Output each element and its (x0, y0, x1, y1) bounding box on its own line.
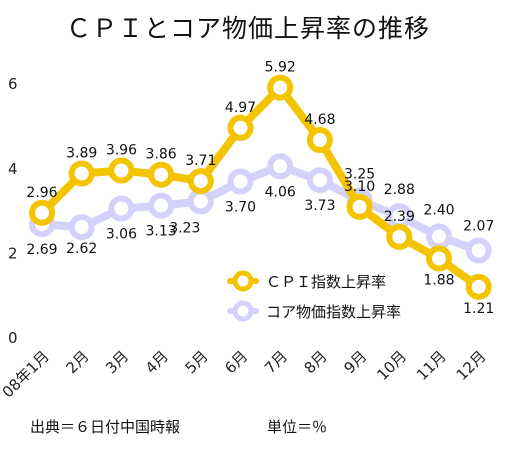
cpi-point (108, 157, 135, 184)
legend-label: ＣＰＩ指数上昇率 (266, 273, 386, 291)
y-axis: 0 2 4 6 (8, 75, 18, 347)
cpi-point (187, 168, 214, 195)
y-tick-label: 4 (8, 160, 18, 178)
x-tick-label: 08年1月 (0, 347, 53, 401)
x-tick-label: 3月 (102, 347, 132, 377)
x-tick-label: 8月 (301, 347, 331, 377)
core-point (465, 237, 492, 264)
x-tick-label: 6月 (221, 347, 251, 377)
series-layer: 2.96 3.89 3.96 3.86 3.71 4.97 5.92 4.68 3.10 2.39… (26, 60, 494, 317)
core-point (108, 195, 135, 222)
y-tick-label: 2 (8, 244, 18, 262)
cpi-point (227, 114, 254, 141)
x-axis: 08年1月 2月 3月 4月 5月 6月 7月 8月 9月 10月 11月 12月 (0, 347, 490, 401)
cpi-point (148, 161, 175, 188)
cpi-data-label: 4.97 (225, 100, 256, 116)
core-point (68, 214, 95, 241)
cpi-data-label: 3.86 (146, 147, 177, 163)
core-point (306, 167, 333, 194)
x-tick-label: 9月 (340, 347, 370, 377)
core-data-label: 2.62 (66, 241, 97, 257)
legend-marker (232, 300, 254, 322)
core-data-label: 2.07 (463, 218, 494, 234)
x-tick-label: 12月 (453, 347, 490, 384)
cpi-data-label: 2.39 (384, 209, 415, 225)
cpi-point (465, 273, 492, 300)
core-data-label: 3.06 (106, 227, 137, 243)
core-data-label: 3.70 (225, 199, 256, 215)
cpi-data-label: 1.88 (423, 272, 454, 288)
x-tick-label: 4月 (142, 347, 172, 377)
core-data-label: 2.40 (423, 202, 454, 218)
core-data-label: 3.13 (146, 224, 177, 240)
core-point (148, 192, 175, 219)
footer: 出典＝６日付中国時報 単位＝％ (30, 418, 327, 436)
cpi-point (386, 223, 413, 250)
x-tick-label: 10月 (373, 347, 410, 384)
core-data-label: 3.23 (169, 220, 200, 236)
cpi-point (306, 127, 333, 154)
y-tick-label: 0 (8, 329, 18, 347)
x-tick-label: 7月 (261, 347, 291, 377)
y-tick-label: 6 (8, 75, 18, 93)
cpi-data-label: 3.89 (66, 145, 97, 161)
legend-label: コア物価指数上昇率 (266, 303, 401, 321)
core-point (187, 188, 214, 215)
core-data-label: 3.73 (304, 198, 335, 214)
core-data-label: 2.69 (26, 242, 57, 258)
x-tick-label: 2月 (62, 347, 92, 377)
cpi-point (426, 245, 452, 272)
chart-title: ＣＰＩとコア物価上昇率の推移 (66, 14, 430, 43)
cpi-point (29, 199, 55, 226)
core-data-label: 2.88 (384, 182, 415, 198)
core-point (227, 168, 254, 195)
cpi-data-label: 4.68 (304, 112, 335, 128)
cpi-data-label: 1.21 (463, 301, 494, 317)
core-point (426, 223, 452, 250)
cpi-point (346, 193, 373, 220)
cpi-point (267, 74, 294, 101)
cpi-data-label: 2.96 (26, 185, 57, 201)
x-tick-label: 5月 (182, 347, 212, 377)
unit-note: 単位＝％ (267, 418, 327, 436)
legend-marker (232, 270, 254, 292)
core-point (267, 153, 294, 180)
cpi-data-label: 3.10 (344, 179, 375, 195)
cpi-data-label: 3.96 (106, 142, 137, 158)
cpi-data-label: 3.71 (185, 153, 216, 169)
x-tick-label: 11月 (413, 347, 450, 384)
cpi-data-label: 5.92 (265, 60, 296, 76)
source-note: 出典＝６日付中国時報 (30, 418, 180, 436)
core-data-label: 4.06 (265, 184, 296, 200)
core-data-label: 3.25 (344, 167, 375, 183)
cpi-point (68, 160, 95, 187)
